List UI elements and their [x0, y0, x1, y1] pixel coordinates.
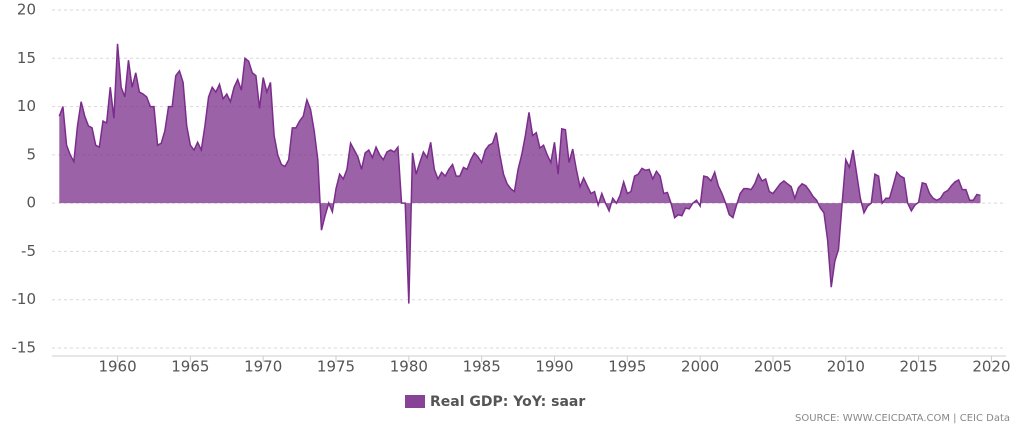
y-tick-label: 5: [26, 145, 36, 163]
x-tick-label: 1960: [98, 358, 136, 376]
legend-swatch: [405, 395, 425, 408]
area-line: [58, 43, 981, 304]
x-tick-label: 1970: [244, 358, 282, 376]
y-tick-label: 0: [26, 194, 36, 212]
y-tick-label: 10: [17, 97, 36, 115]
x-tick-label: 1995: [608, 358, 646, 376]
x-tick-label: 1990: [535, 358, 573, 376]
x-tick-label: 1965: [171, 358, 209, 376]
legend-label: Real GDP: YoY: saar: [430, 394, 585, 410]
x-tick-label: 1980: [390, 358, 428, 376]
y-tick-label: -10: [12, 290, 37, 308]
x-tick-label: 2020: [972, 358, 1010, 376]
area: [59, 43, 981, 304]
y-tick-label: -15: [12, 339, 37, 357]
x-tick-label: 1975: [317, 358, 355, 376]
x-tick-label: 2000: [681, 358, 719, 376]
x-tick-label: 2015: [900, 358, 938, 376]
y-tick-label: 15: [17, 49, 36, 67]
y-tick-label: 20: [17, 1, 36, 19]
x-tick-label: 1985: [463, 358, 501, 376]
x-tick-label: 2010: [827, 358, 865, 376]
source: SOURCE: WWW.CEICDATA.COM | CEIC Data: [795, 413, 1010, 424]
x-tick-label: 2005: [754, 358, 792, 376]
y-tick-label: -5: [21, 242, 36, 260]
